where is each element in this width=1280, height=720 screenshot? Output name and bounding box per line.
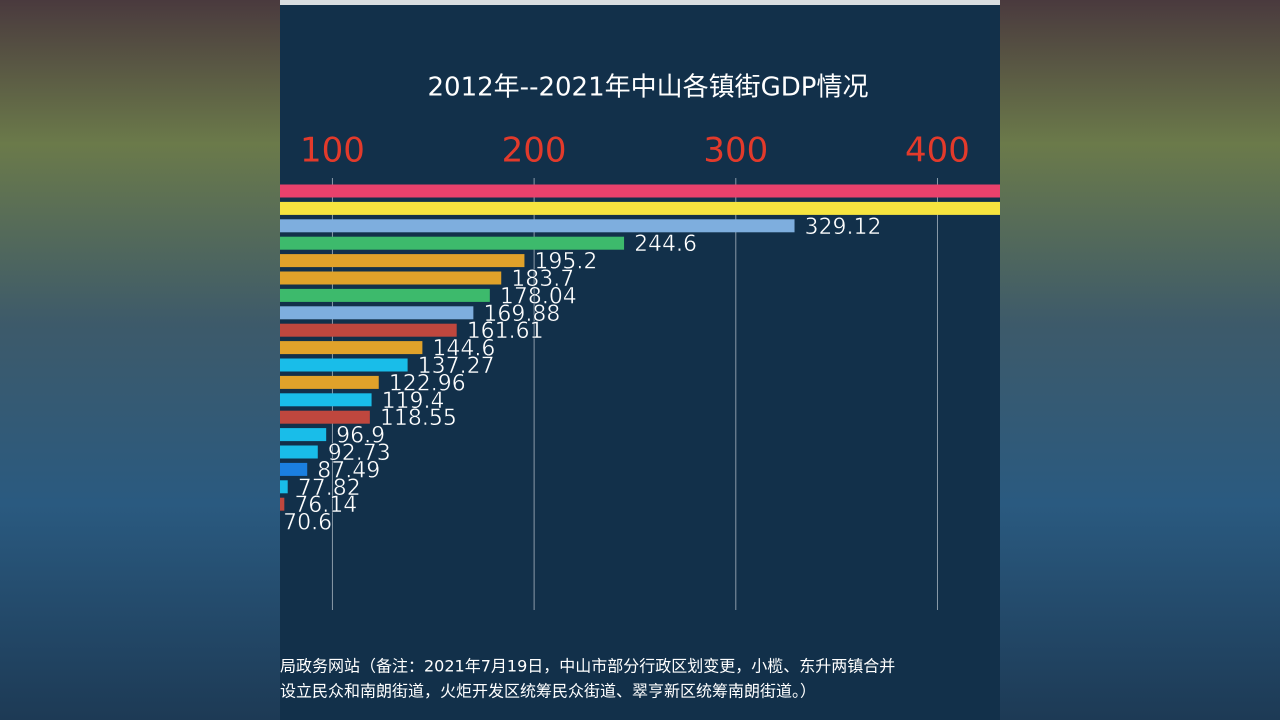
note: 局政务网站（备注：2021年7月19日，中山市部分行政区划变更，小榄、东升两镇合… (280, 657, 895, 676)
bar (280, 288, 490, 302)
bar (280, 375, 379, 389)
value-label: 144.6 (432, 337, 495, 362)
note: 设立民众和南朗街道，火炬开发区统筹民众街道、翠亨新区统筹南朗街道。） (280, 682, 816, 701)
bar (280, 271, 502, 285)
value-label: 470 (1089, 197, 1131, 222)
x-tick-label: 400 (905, 131, 970, 171)
value-label: 161.61 (467, 319, 544, 344)
x-tick-label: 200 (502, 131, 567, 171)
bar (280, 341, 423, 355)
value-label: 70.6 (283, 511, 332, 536)
bar (280, 358, 408, 372)
bar (280, 393, 372, 407)
value-label: 195.2 (534, 250, 597, 275)
chart-title: 2012年--2021年中山各镇街GDP情况 (428, 73, 869, 103)
value-label: 96.9 (336, 424, 385, 449)
top-strip (280, 0, 1000, 5)
bar (280, 323, 457, 337)
bar (280, 445, 318, 459)
bar (280, 462, 308, 476)
value-label: 77.82 (298, 476, 361, 501)
value-label: 178.04 (500, 284, 577, 309)
value-label: 183.7 (511, 267, 574, 292)
value-label: 119.4 (382, 389, 445, 414)
x-tick-label: 300 (703, 131, 768, 171)
bar (280, 410, 370, 424)
value-label: 92.73 (328, 441, 391, 466)
bar (280, 480, 288, 494)
value-label: 169.88 (483, 302, 560, 327)
bar (273, 515, 280, 528)
value-label: 137.27 (418, 354, 495, 379)
value-label: 118.55 (380, 406, 457, 431)
x-tick-label: 100 (300, 131, 365, 171)
bar (280, 497, 285, 511)
value-label: 329.12 (805, 215, 882, 240)
value-label: 122.96 (389, 371, 466, 396)
value-label: 520 (1189, 180, 1231, 205)
bar (280, 236, 625, 250)
bar (280, 219, 795, 233)
value-label: 87.49 (317, 458, 380, 483)
value-label: 76.14 (294, 493, 357, 518)
bar (280, 184, 1000, 198)
plot: 2012年--2021年中山各镇街GDP情况 局政务网站（备注：2021年7月1… (273, 73, 1231, 701)
bar (280, 201, 1000, 215)
bar (280, 428, 327, 442)
bar (280, 306, 474, 320)
value-label: 244.6 (634, 232, 697, 257)
bar (280, 254, 525, 268)
